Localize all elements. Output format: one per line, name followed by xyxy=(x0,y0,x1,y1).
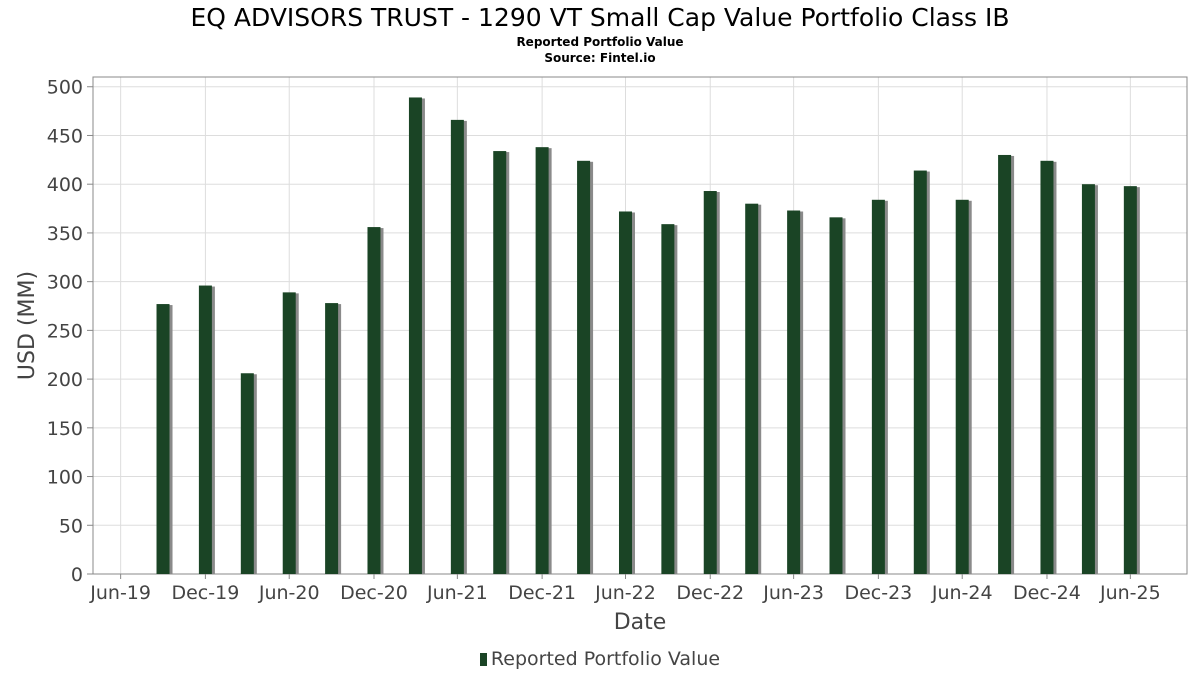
x-tick-label: Dec-19 xyxy=(171,582,239,604)
bar xyxy=(955,199,969,574)
legend: Reported Portfolio Value xyxy=(0,648,1200,670)
bar xyxy=(577,160,591,574)
y-axis: 0 50 100 150 200 250 300 350 400 450 500 xyxy=(47,77,93,586)
chart-subtitle: Reported Portfolio Value xyxy=(516,35,684,49)
legend-swatch xyxy=(479,653,487,666)
bar xyxy=(745,203,759,574)
bar xyxy=(661,224,675,574)
bar xyxy=(325,303,339,574)
x-tick-label: Jun-23 xyxy=(762,582,824,604)
bar xyxy=(198,285,212,574)
y-tick-label: 350 xyxy=(47,223,83,245)
bar xyxy=(367,227,381,574)
plot-frame xyxy=(92,76,1188,575)
x-tick-label: Jun-20 xyxy=(258,582,320,604)
y-tick-label: 250 xyxy=(47,320,83,342)
bar xyxy=(913,170,927,574)
x-tick-label: Jun-21 xyxy=(426,582,488,604)
bar-series xyxy=(156,97,1140,575)
y-tick-label: 50 xyxy=(59,515,83,537)
y-tick-label: 200 xyxy=(47,369,83,391)
legend-label: Reported Portfolio Value xyxy=(490,648,721,670)
x-tick-label: Dec-21 xyxy=(508,582,576,604)
x-axis-title: Date xyxy=(614,610,667,635)
y-tick-label: 450 xyxy=(47,125,83,147)
bar xyxy=(450,119,464,575)
x-tick-label: Dec-24 xyxy=(1013,582,1081,604)
y-axis-title: USD (MM) xyxy=(15,271,40,380)
y-tick-label: 400 xyxy=(47,174,83,196)
x-tick-label: Jun-24 xyxy=(931,582,993,604)
bar xyxy=(829,217,843,574)
x-tick-label: Jun-22 xyxy=(594,582,656,604)
x-tick-label: Jun-25 xyxy=(1099,582,1161,604)
y-tick-label: 0 xyxy=(71,564,83,586)
bar xyxy=(998,154,1012,574)
bar xyxy=(1123,186,1137,575)
bar xyxy=(1040,160,1054,574)
x-tick-label: Dec-20 xyxy=(340,582,408,604)
bar xyxy=(871,199,885,574)
y-tick-label: 100 xyxy=(47,467,83,489)
bar xyxy=(240,373,254,574)
chart-source: Source: Fintel.io xyxy=(544,51,656,65)
bar xyxy=(618,211,632,574)
x-tick-label: Dec-23 xyxy=(844,582,912,604)
x-tick-label: Jun-19 xyxy=(89,582,151,604)
bar xyxy=(493,151,507,574)
x-tick-label: Dec-22 xyxy=(676,582,744,604)
chart-title: EQ ADVISORS TRUST - 1290 VT Small Cap Va… xyxy=(190,3,1010,32)
x-axis: Jun-19 Dec-19 Jun-20 Dec-20 Jun-21 Dec-21 Jun-… xyxy=(89,574,1161,604)
y-tick-label: 500 xyxy=(47,77,83,99)
bar xyxy=(408,97,422,574)
bar xyxy=(787,210,801,574)
bar xyxy=(1081,184,1095,574)
bar xyxy=(535,147,549,574)
y-tick-label: 150 xyxy=(47,418,83,440)
y-tick-label: 300 xyxy=(47,272,83,294)
bar xyxy=(282,292,296,574)
bar xyxy=(156,304,170,574)
bar xyxy=(703,191,717,575)
grid-lines xyxy=(93,77,1187,575)
